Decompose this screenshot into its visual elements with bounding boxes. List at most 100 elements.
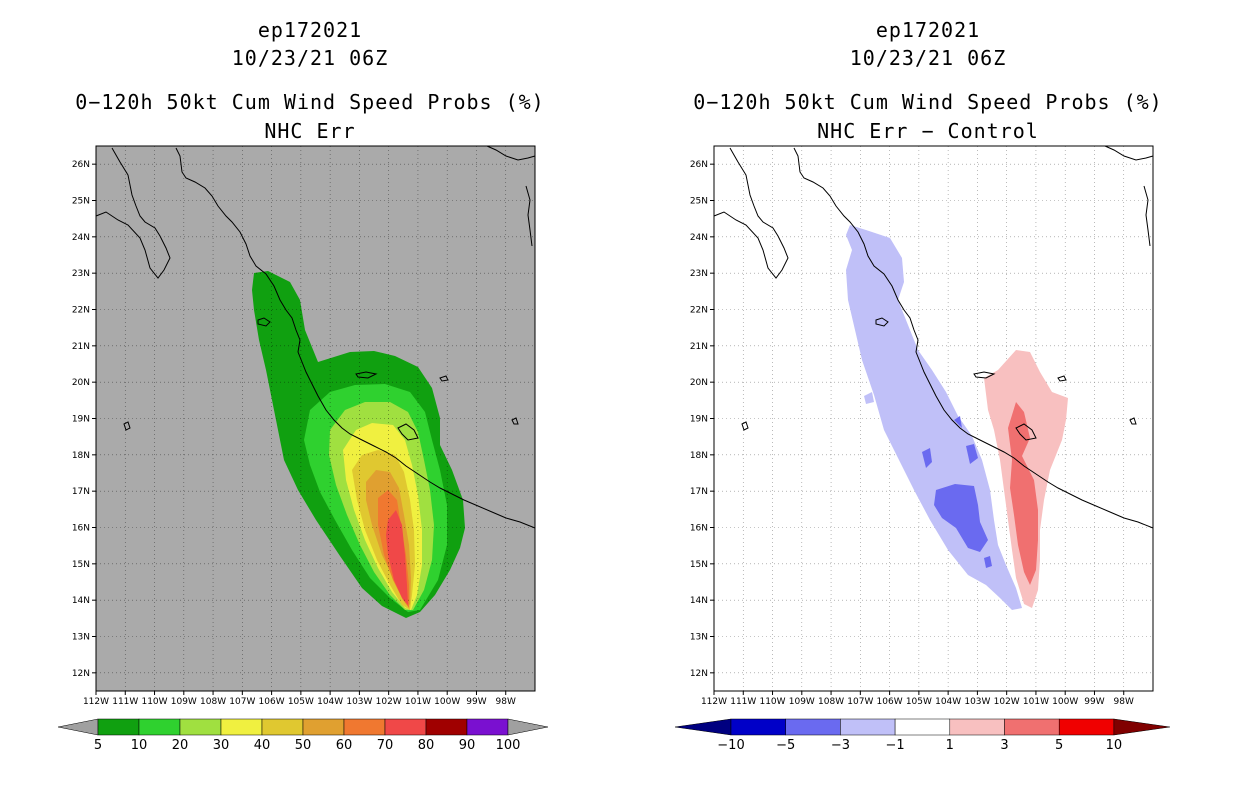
right-lon-tick-label: 104W (935, 697, 961, 707)
left-lat-tick-label: 12N (72, 669, 90, 679)
right-lon-tick-label: 110W (759, 697, 785, 707)
left-lon-tick-label: 98W (496, 697, 516, 707)
left-colorbar-label: 10 (131, 738, 148, 753)
right-lat-tick-label: 21N (690, 342, 708, 352)
right-colorbar-label: −3 (831, 738, 850, 753)
left-lat-tick-label: 18N (72, 451, 90, 461)
left-colorbar-label: 50 (295, 738, 312, 753)
mainland-coastline (175, 147, 536, 529)
right-lat-tick-label: 15N (690, 560, 708, 570)
left-lat-tick-label: 19N (72, 415, 90, 425)
right-colorbar-label: 1 (946, 738, 954, 753)
left-lat-tick-label: 22N (72, 306, 90, 316)
left-lon-tick-label: 103W (346, 697, 372, 707)
right-lat-tick-label: 22N (690, 306, 708, 316)
left-colorbar-swatch (302, 718, 345, 736)
left-colorbar-swatch (466, 718, 509, 736)
left-lon-tick-label: 110W (141, 697, 167, 707)
diff-region-minus3-to-minus5-e (954, 416, 962, 428)
right-colorbar-swatch (1058, 718, 1115, 736)
right-lat-tick-label: 17N (690, 487, 708, 497)
small-island-north-right (1057, 375, 1067, 382)
right-product-title: 0−120h 50kt Cum Wind Speed Probs (%) (693, 90, 1163, 114)
right-lon-tick-label: 108W (818, 697, 844, 707)
small-island-north (439, 375, 449, 382)
left-colorbar-label: 30 (213, 738, 230, 753)
left-colorbar-swatch (425, 718, 468, 736)
left-lon-tick-label: 111W (112, 697, 138, 707)
baja-peninsula-coastline-right (713, 147, 789, 279)
left-colorbar-label: 90 (459, 738, 476, 753)
diff-region-plus1-fleck (1028, 408, 1040, 422)
left-colorbar-swatch (97, 718, 140, 736)
left-lat-tick-label: 16N (72, 524, 90, 534)
right-colorbar-swatch (1004, 718, 1060, 736)
right-lon-tick-label: 111W (730, 697, 756, 707)
left-lon-tick-label: 101W (405, 697, 431, 707)
left-colorbar-label: 60 (336, 738, 353, 753)
right-storm-id: ep172021 (875, 18, 981, 42)
small-island-east-right (1129, 417, 1137, 425)
left-colorbar-high-extend (507, 718, 549, 736)
left-storm-id: ep172021 (257, 18, 363, 42)
right-datetime: 10/23/21 06Z (849, 46, 1007, 70)
right-lon-tick-label: 99W (1084, 697, 1104, 707)
revillagigedo-island-right (741, 421, 749, 431)
small-island-east (511, 417, 519, 425)
right-lat-tick-label: 25N (690, 197, 708, 207)
baja-peninsula-coastline (95, 147, 171, 279)
left-lon-tick-label: 112W (83, 697, 109, 707)
diff-region-minus3-to-minus5-a (934, 484, 988, 552)
left-colorbar-label: 70 (377, 738, 394, 753)
yucatan-coast (525, 185, 533, 247)
right-colorbar-low-extend (674, 718, 732, 736)
left-lon-tick-label: 107W (229, 697, 255, 707)
diff-region-plus3-to-plus5 (1008, 402, 1038, 585)
left-lon-tick-label: 105W (288, 697, 314, 707)
yucatan-coast-right (1143, 185, 1151, 247)
left-lon-tick-label: 104W (317, 697, 343, 707)
diff-region-minus3-to-minus5-c (966, 444, 978, 464)
right-colorbar-label: 3 (1000, 738, 1008, 753)
left-colorbar-label: 80 (418, 738, 435, 753)
tres-marias-islands (257, 317, 271, 327)
right-lon-tick-label: 101W (1023, 697, 1049, 707)
right-subtitle: NHC Err − Control (817, 119, 1039, 143)
lake-chapala-right (973, 371, 996, 379)
right-lon-tick-label: 105W (906, 697, 932, 707)
left-colorbar-label: 20 (172, 738, 189, 753)
left-product-title: 0−120h 50kt Cum Wind Speed Probs (%) (75, 90, 545, 114)
left-colorbar-label: 40 (254, 738, 271, 753)
diff-region-minus3-to-minus5-d (984, 556, 992, 568)
left-lat-tick-label: 15N (72, 560, 90, 570)
right-colorbar-swatch (730, 718, 786, 736)
left-lat-tick-label: 25N (72, 197, 90, 207)
left-lat-tick-label: 21N (72, 342, 90, 352)
right-lon-tick-label: 98W (1114, 697, 1134, 707)
right-lon-tick-label: 112W (701, 697, 727, 707)
right-lat-tick-label: 20N (690, 378, 708, 388)
left-subtitle: NHC Err (264, 119, 356, 143)
acapulco-lake-right (1015, 423, 1037, 441)
right-lat-tick-label: 18N (690, 451, 708, 461)
right-colorbar-label: −10 (717, 738, 744, 753)
left-lat-tick-label: 17N (72, 487, 90, 497)
left-lat-tick-label: 23N (72, 269, 90, 279)
right-lon-tick-label: 103W (964, 697, 990, 707)
right-lat-tick-label: 16N (690, 524, 708, 534)
right-lat-tick-label: 23N (690, 269, 708, 279)
right-colorbar-swatch (785, 718, 841, 736)
left-colorbar: 5 10 20 30 40 50 60 70 80 90 100 (57, 718, 549, 753)
left-lon-tick-label: 106W (259, 697, 285, 707)
left-lon-tick-label: 102W (376, 697, 402, 707)
diff-region-minus3-to-minus5-b (922, 448, 932, 468)
left-lat-tick-label: 14N (72, 596, 90, 606)
right-lon-tick-label: 107W (847, 697, 873, 707)
lake-chapala (355, 371, 378, 379)
right-lat-tick-label: 12N (690, 669, 708, 679)
right-lat-tick-label: 13N (690, 633, 708, 643)
left-lat-tick-label: 13N (72, 633, 90, 643)
right-colorbar-label: −5 (776, 738, 795, 753)
left-colorbar-swatch (261, 718, 304, 736)
